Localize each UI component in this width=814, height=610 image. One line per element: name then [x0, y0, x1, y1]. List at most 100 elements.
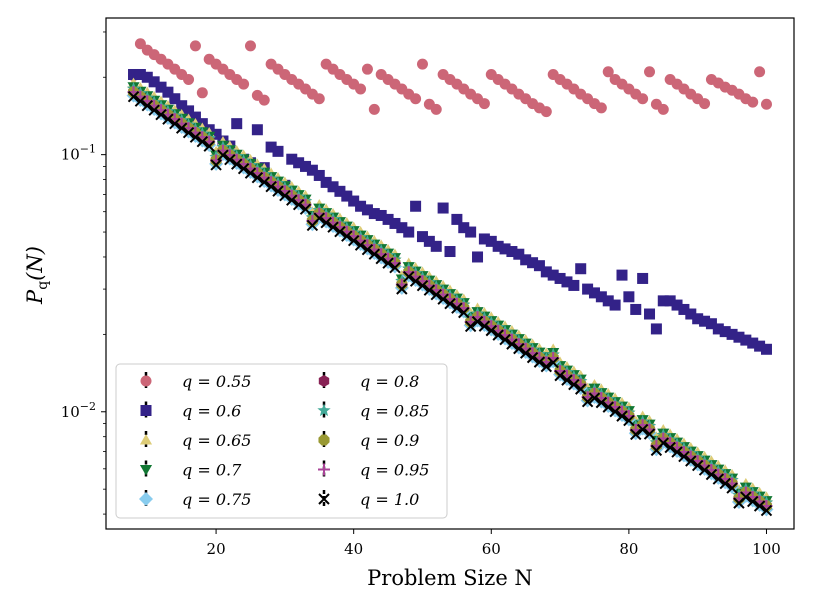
data-point	[292, 198, 305, 211]
legend-label: q = 0.95	[360, 461, 429, 480]
data-point	[740, 334, 752, 346]
data-point	[726, 328, 738, 340]
data-point	[726, 482, 738, 494]
data-point	[169, 118, 181, 130]
data-point	[361, 204, 373, 216]
data-point	[705, 318, 717, 330]
data-point	[375, 252, 387, 265]
data-point	[513, 342, 525, 355]
data-point	[320, 216, 332, 229]
x-tick-label: 40	[344, 540, 363, 558]
data-point	[581, 396, 594, 408]
data-point	[189, 131, 202, 143]
data-point	[526, 351, 539, 364]
x-tick-label: 80	[619, 540, 638, 558]
data-point	[513, 248, 525, 260]
data-point	[196, 87, 208, 99]
legend-marker	[140, 405, 152, 416]
data-point	[712, 323, 724, 335]
legend-marker	[140, 375, 152, 387]
data-point	[265, 180, 277, 193]
data-point	[554, 272, 566, 284]
legend-marker	[317, 403, 331, 417]
legend-item: q = 0.9	[318, 431, 419, 450]
legend-item: q = 0.85	[317, 401, 429, 421]
data-point	[644, 308, 656, 320]
data-point	[210, 159, 222, 171]
data-point	[210, 128, 222, 140]
data-point	[361, 63, 373, 75]
data-point	[251, 171, 264, 184]
data-point	[348, 195, 360, 207]
y-tick-label: 10−1	[61, 143, 96, 164]
data-point	[492, 329, 504, 341]
x-axis: 20 40 60 80 100	[207, 529, 781, 558]
series-q-1.0	[127, 91, 773, 517]
x-axis-label: Problem Size N	[367, 566, 533, 590]
legend-marker	[139, 434, 153, 445]
data-point	[699, 98, 711, 110]
data-point	[506, 338, 518, 350]
data-point	[334, 185, 346, 197]
data-point	[712, 473, 725, 485]
data-point	[458, 222, 470, 234]
data-point	[286, 153, 298, 165]
legend-label: q = 0.75	[182, 490, 251, 509]
data-point	[148, 76, 160, 88]
y-axis-label-sub: q	[35, 281, 51, 290]
data-point	[134, 68, 146, 80]
data-point	[519, 347, 532, 359]
data-point	[128, 68, 140, 80]
data-point	[189, 111, 201, 123]
data-point	[410, 200, 422, 212]
data-point	[127, 91, 140, 103]
data-point	[313, 212, 325, 224]
data-point	[251, 124, 263, 136]
data-point	[540, 266, 552, 278]
data-point	[341, 230, 353, 242]
data-point	[527, 257, 539, 269]
data-point	[499, 333, 511, 346]
data-point	[671, 446, 683, 458]
data-point	[478, 320, 491, 332]
data-point	[616, 410, 628, 422]
data-point	[685, 455, 697, 467]
data-point	[368, 103, 380, 115]
data-point	[733, 331, 745, 343]
data-point	[671, 299, 683, 311]
data-point	[224, 153, 236, 166]
data-point	[471, 315, 484, 328]
legend-label: q = 0.65	[182, 431, 251, 450]
data-point	[465, 226, 477, 238]
data-point	[354, 239, 367, 251]
data-point	[231, 118, 243, 130]
data-point	[403, 270, 415, 283]
data-point	[719, 326, 731, 338]
data-point	[416, 231, 428, 243]
data-point	[430, 288, 442, 301]
legend-item: q = 0.6	[140, 401, 241, 421]
data-point	[747, 337, 759, 349]
data-point	[464, 320, 477, 333]
legend-label: q = 1.0	[360, 490, 419, 509]
legend-item: q = 0.95	[318, 460, 429, 480]
data-point	[643, 428, 656, 440]
data-point	[602, 66, 614, 78]
data-point	[196, 135, 209, 148]
data-point	[451, 213, 463, 225]
data-point	[286, 194, 298, 206]
plot-marks	[126, 38, 774, 517]
data-point	[588, 392, 601, 404]
data-point	[705, 468, 718, 481]
data-point	[306, 164, 318, 176]
data-point	[444, 297, 456, 310]
x-tick-label: 20	[207, 540, 226, 558]
data-point	[141, 71, 153, 83]
data-point	[575, 383, 587, 395]
data-point	[595, 291, 607, 303]
data-point	[664, 295, 676, 307]
data-point	[595, 102, 607, 114]
data-point	[485, 324, 497, 337]
data-point	[698, 464, 711, 476]
data-point	[361, 243, 374, 256]
